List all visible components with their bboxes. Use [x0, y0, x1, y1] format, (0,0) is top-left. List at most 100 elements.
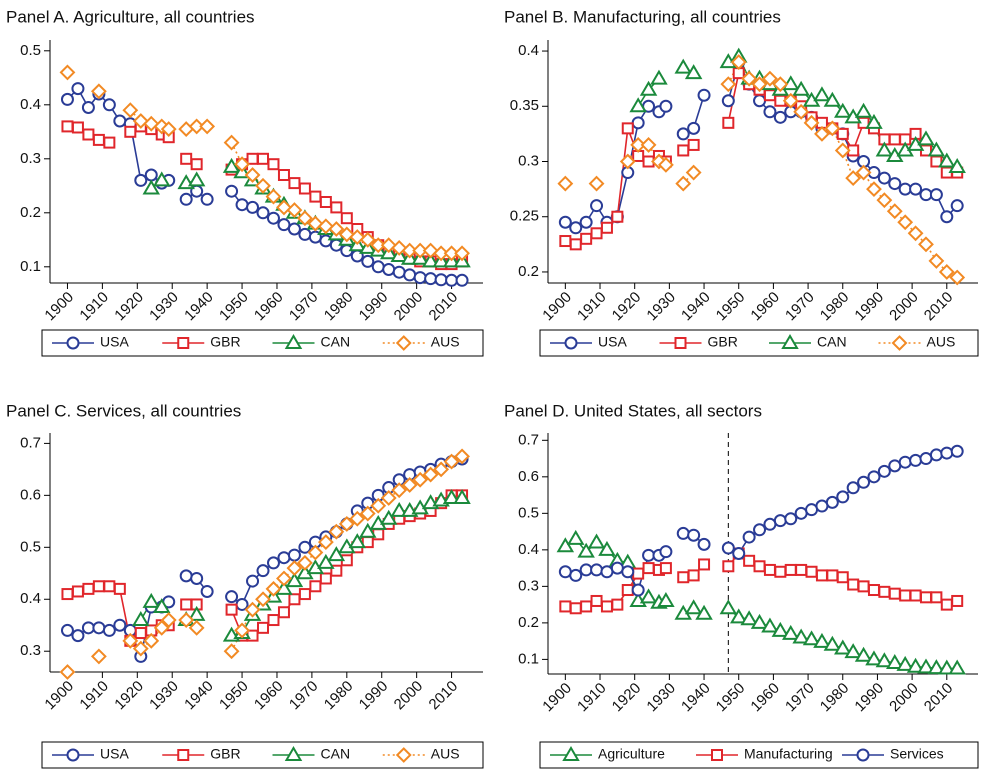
x-tick-label: 1910 [574, 289, 610, 325]
x-tick-label: 1950 [216, 678, 252, 714]
marker [124, 125, 137, 138]
marker [255, 177, 271, 194]
marker [153, 598, 171, 614]
marker [866, 181, 882, 198]
marker [719, 599, 738, 615]
marker [557, 175, 574, 192]
marker [815, 569, 828, 582]
marker [433, 245, 450, 262]
marker [823, 91, 842, 107]
marker [61, 120, 74, 133]
marker [296, 210, 313, 227]
marker [888, 459, 902, 473]
marker [844, 643, 862, 659]
marker [695, 604, 713, 620]
marker [867, 584, 880, 597]
marker [927, 141, 946, 157]
marker [950, 199, 964, 213]
marker [899, 589, 912, 602]
y-tick-label: 0.4 [518, 541, 539, 558]
marker [338, 516, 355, 532]
marker [559, 600, 572, 613]
x-tick-label: 1950 [713, 289, 749, 325]
marker [611, 598, 624, 611]
marker [82, 582, 95, 595]
marker [753, 560, 766, 573]
marker [856, 748, 870, 762]
marker [814, 125, 830, 142]
x-tick-label: 1980 [321, 289, 357, 325]
marker [199, 118, 216, 135]
legend-label: GBR [708, 334, 738, 350]
marker [630, 137, 647, 153]
marker [200, 192, 214, 206]
series-line [627, 60, 958, 279]
x-tick-label: 2000 [886, 289, 922, 325]
marker [113, 582, 126, 595]
marker [773, 514, 787, 528]
marker [930, 591, 943, 604]
marker [71, 121, 84, 134]
marker [330, 201, 343, 214]
marker [443, 453, 460, 470]
panel-title: Panel B. Manufacturing, all countries [504, 7, 781, 26]
marker [621, 565, 635, 579]
marker [909, 182, 923, 196]
x-tick-label: 1960 [747, 680, 783, 716]
marker [569, 221, 583, 235]
marker [81, 621, 95, 635]
marker [720, 76, 737, 93]
marker [650, 69, 668, 85]
panel-title: Panel A. Agriculture, all countries [6, 7, 255, 26]
x-tick-label: 1980 [321, 678, 357, 714]
marker [753, 523, 767, 537]
marker [559, 235, 572, 248]
x-tick-label: 1960 [251, 289, 287, 325]
marker [600, 600, 613, 613]
x-tick-label: 2000 [391, 678, 427, 714]
marker [763, 563, 776, 576]
legend-label: USA [100, 746, 129, 762]
marker [782, 624, 800, 640]
marker [370, 237, 387, 254]
y-tick-label: 0.4 [518, 42, 539, 59]
marker [179, 192, 193, 206]
legend-label: Services [890, 746, 944, 762]
marker [865, 113, 883, 129]
marker [677, 144, 690, 157]
marker [66, 748, 80, 762]
marker [246, 200, 260, 214]
marker [569, 602, 582, 615]
y-tick-label: 0.2 [518, 614, 539, 631]
marker [285, 572, 304, 588]
marker [102, 623, 116, 637]
marker [92, 133, 105, 146]
legend-label: AUS [431, 746, 460, 762]
marker [855, 164, 872, 181]
marker [267, 614, 280, 627]
marker [640, 137, 657, 153]
y-tick-label: 0.7 [518, 431, 539, 448]
marker [685, 164, 702, 181]
marker [611, 210, 624, 223]
legend-box [539, 741, 979, 769]
marker [782, 92, 799, 109]
marker [144, 168, 158, 182]
marker [951, 594, 964, 607]
marker [190, 571, 204, 585]
marker [610, 561, 624, 575]
marker [265, 188, 282, 205]
marker [412, 242, 429, 259]
marker [826, 569, 839, 582]
marker [132, 640, 149, 657]
marker [277, 606, 290, 619]
x-tick-label: 1960 [747, 289, 783, 325]
marker [562, 746, 580, 761]
y-tick-label: 0.4 [20, 96, 41, 113]
marker [317, 534, 334, 551]
marker [330, 564, 343, 577]
marker [687, 569, 700, 582]
y-tick-label: 0.3 [518, 577, 539, 594]
marker [359, 522, 377, 538]
marker [928, 252, 945, 269]
